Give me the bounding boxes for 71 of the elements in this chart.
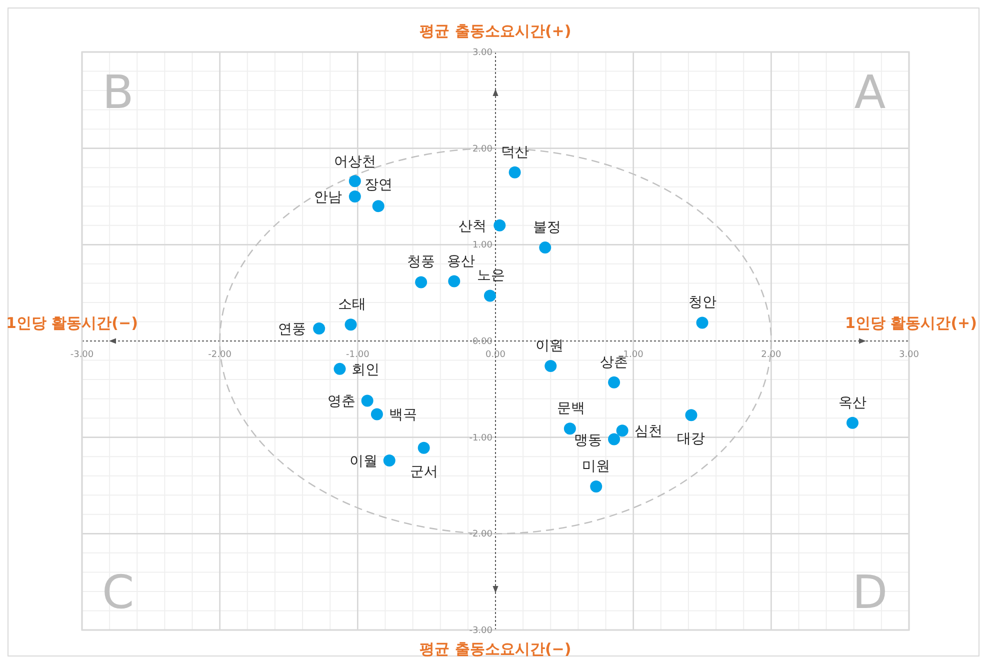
point [370, 408, 383, 420]
y-tick-label: -1.00 [469, 433, 493, 444]
point [564, 422, 576, 435]
x-tick-label: 2.00 [761, 350, 782, 360]
point [361, 394, 374, 407]
annotation: 어상천 [334, 154, 376, 170]
annotation: 불정 [533, 220, 562, 236]
annotation: 회인 [352, 362, 380, 378]
x-tick-label: 3.00 [898, 350, 920, 360]
annotation: D [852, 565, 888, 619]
annotation: C [102, 565, 134, 619]
point [448, 275, 460, 288]
text: 평균 출동소요시간(−) [420, 640, 572, 658]
annotation: 청안 [688, 294, 716, 311]
annotation: 장연 [364, 177, 392, 194]
annotation: 미원 [582, 458, 610, 474]
annotation: 덕산 [500, 144, 529, 160]
point [608, 433, 620, 446]
point [334, 362, 346, 375]
annotation: 1인당 활동시간(+) [845, 314, 977, 332]
annotation: 문백 [556, 400, 585, 417]
annotation: 백곡 [388, 407, 417, 424]
y-tick-label: 0.00 [472, 337, 493, 347]
y-tick-label: 3.00 [472, 48, 493, 58]
point [344, 318, 357, 331]
annotation: A [854, 65, 886, 119]
annotation: 맹동 [574, 432, 602, 448]
point [616, 424, 628, 437]
annotation: B [102, 65, 134, 119]
point [418, 442, 430, 454]
annotation: 군서 [410, 464, 438, 480]
point [348, 190, 361, 202]
point [685, 409, 698, 422]
point [539, 242, 552, 254]
y-tick-label: -3.00 [469, 626, 493, 636]
point [846, 416, 858, 429]
text: 평균 출동소요시간(+) [420, 22, 572, 40]
point [696, 316, 708, 329]
annotation: 대강 [677, 431, 706, 448]
annotation: 1인당 활동시간(−) [6, 314, 138, 332]
y-tick-label: -2.00 [469, 530, 493, 540]
annotation: 안남 [314, 190, 342, 206]
point [383, 454, 396, 466]
annotation: 상촌 [600, 354, 628, 370]
point [415, 276, 428, 288]
point [372, 200, 384, 212]
point [484, 290, 496, 302]
x-tick-label: -2.00 [208, 350, 232, 360]
annotation: 산척 [458, 218, 487, 234]
point [348, 175, 361, 188]
annotation: 이원 [536, 338, 564, 354]
y-tick-label: 1.00 [472, 240, 493, 251]
annotation: 노은 [476, 268, 505, 284]
point [494, 219, 506, 232]
annotation: 이월 [349, 453, 378, 470]
annotation: 영춘 [327, 394, 356, 410]
point [544, 360, 557, 372]
point [590, 480, 602, 492]
point [608, 376, 620, 388]
annotation: 옥산 [838, 394, 866, 411]
x-tick-label: 0.00 [485, 350, 506, 360]
annotation: 청풍 [407, 254, 436, 270]
point [508, 166, 521, 178]
annotation: 용산 [447, 253, 476, 270]
x-tick-label: -1.00 [346, 350, 370, 360]
annotation: 소태 [338, 296, 366, 313]
annotation: 연풍 [278, 321, 306, 338]
annotation: 심천 [634, 424, 662, 440]
y-tick-label: 2.00 [472, 144, 493, 154]
point [313, 322, 326, 334]
x-tick-label: -3.00 [70, 350, 94, 360]
